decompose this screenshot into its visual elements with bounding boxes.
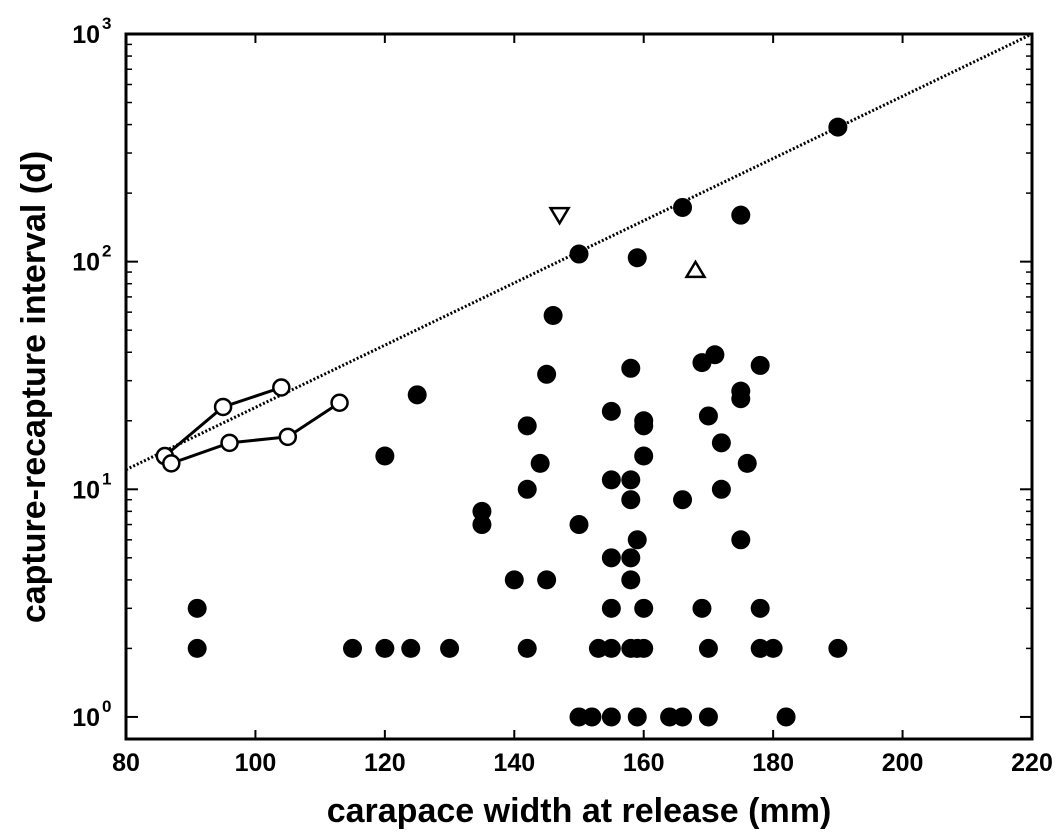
data-point [698, 638, 718, 658]
data-point [472, 501, 492, 521]
data-point [698, 406, 718, 426]
data-point [750, 598, 770, 618]
data-point [517, 638, 537, 658]
data-point [731, 389, 751, 409]
y-tick-exponent: 2 [102, 242, 111, 261]
data-point [187, 598, 207, 618]
data-point [407, 385, 427, 405]
plot-frame [124, 32, 1034, 741]
data-point [440, 638, 460, 658]
data-point [673, 490, 693, 510]
data-point [517, 416, 537, 436]
data-point [627, 707, 647, 727]
data-point [601, 707, 621, 727]
data-point [673, 197, 693, 217]
data-point [621, 358, 641, 378]
data-point [634, 638, 654, 658]
data-point [673, 707, 693, 727]
y-tick-label: 10 [72, 704, 100, 732]
data-point [517, 479, 537, 499]
triangle-up-point [684, 259, 707, 279]
y-tick-label: 10 [72, 476, 100, 504]
data-point [621, 470, 641, 490]
data-point [569, 515, 589, 535]
data-point [472, 515, 492, 535]
x-tick-label: 200 [882, 749, 924, 777]
y-tick-exponent: 3 [102, 14, 111, 33]
data-point [569, 244, 589, 264]
data-point [731, 205, 751, 225]
data-point [828, 117, 848, 137]
data-point [343, 638, 362, 658]
data-point [776, 707, 796, 727]
data-point [705, 345, 725, 365]
open-data-point [220, 433, 239, 453]
series-connector-line [170, 401, 341, 465]
data-point [828, 638, 848, 658]
open-data-point [278, 427, 298, 447]
data-point [375, 446, 395, 466]
data-point [621, 570, 641, 590]
x-tick-label: 100 [235, 749, 277, 777]
data-point [711, 433, 731, 453]
open-data-point [213, 397, 233, 417]
data-point [543, 306, 563, 326]
data-point [375, 638, 395, 658]
x-axis-label: carapace width at release (mm) [327, 792, 832, 830]
data-point [537, 364, 557, 384]
data-point [731, 530, 751, 550]
x-tick-label: 120 [364, 749, 406, 777]
x-tick-label: 140 [493, 749, 535, 777]
open-data-point [162, 454, 181, 473]
data-point [401, 638, 421, 658]
data-point [627, 530, 647, 550]
data-point [601, 548, 621, 568]
data-point [634, 446, 654, 466]
data-point [621, 548, 641, 568]
data-point [711, 479, 731, 499]
y-tick-exponent: 0 [102, 697, 111, 716]
data-point [601, 638, 621, 658]
data-point [698, 707, 718, 727]
open-data-point [330, 393, 349, 412]
data-point [601, 401, 621, 421]
data-point [750, 355, 770, 375]
data-point [627, 248, 647, 268]
plot-background [126, 34, 1032, 739]
y-tick-exponent: 1 [102, 469, 111, 488]
data-point [582, 707, 602, 727]
data-point [187, 638, 207, 658]
x-tick-label: 80 [112, 749, 140, 777]
triangle-down-point [548, 206, 571, 226]
data-point [601, 470, 621, 490]
y-tick-label: 10 [72, 249, 100, 277]
data-point [634, 416, 654, 436]
fit-line-layer [125, 32, 1033, 471]
data-points-layer [155, 117, 848, 727]
y-axis-label: capture-recapture interval (d) [15, 151, 53, 623]
x-tick-label: 160 [623, 749, 665, 777]
y-tick-label: 10 [72, 21, 100, 49]
data-point [601, 598, 621, 618]
data-point [504, 570, 524, 590]
fit-line [125, 32, 1033, 471]
data-point [763, 638, 783, 658]
data-point [737, 453, 757, 473]
open-data-point [272, 378, 291, 397]
data-point [692, 598, 712, 618]
x-tick-label: 180 [752, 749, 794, 777]
data-point [621, 490, 641, 510]
data-point [634, 598, 654, 618]
x-tick-label: 220 [1011, 749, 1053, 777]
data-point [537, 570, 557, 590]
data-point [530, 453, 550, 473]
